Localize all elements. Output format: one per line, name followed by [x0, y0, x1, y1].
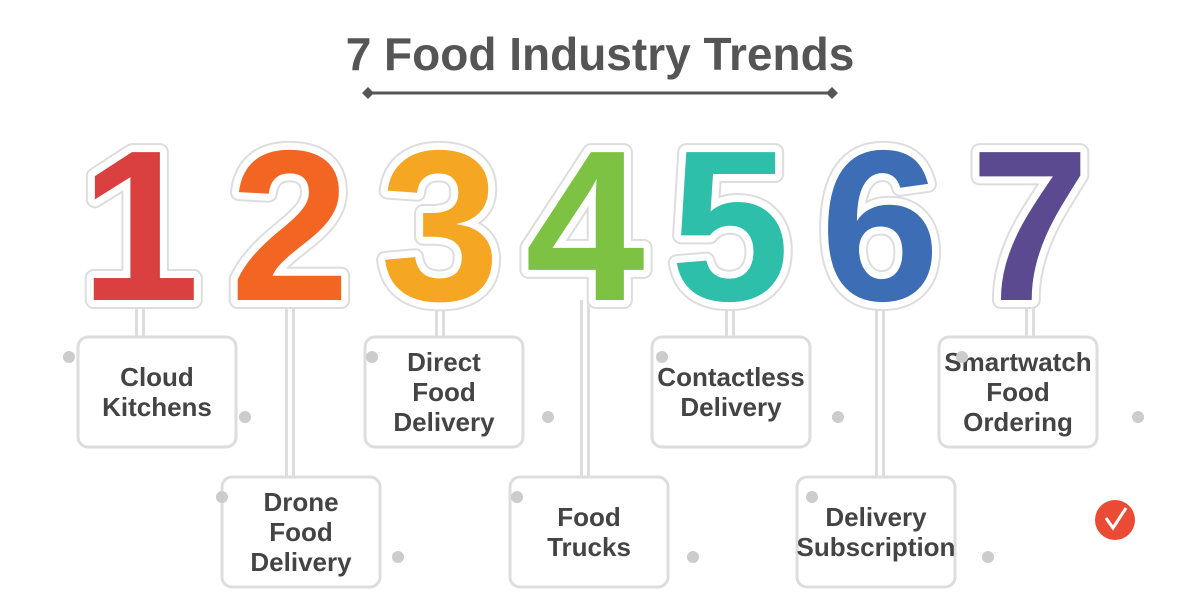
digit-outline: 7 [970, 105, 1090, 346]
digit-outline: 1 [80, 105, 200, 346]
dot [656, 351, 668, 363]
dot [366, 351, 378, 363]
label-line: Ordering [963, 407, 1073, 437]
dot [1132, 411, 1144, 423]
label-box [795, 475, 957, 589]
label-line: Direct [407, 347, 481, 377]
digit: 2 [230, 105, 350, 346]
title: 7 Food Industry Trends [346, 28, 855, 80]
label-line: Delivery [250, 547, 352, 577]
label-box [937, 335, 1099, 449]
label-line: Delivery [825, 502, 927, 532]
digit-outline: 5 [670, 105, 790, 346]
dot [239, 411, 251, 423]
label-line: Food [412, 377, 476, 407]
label-line: Food [986, 377, 1050, 407]
label-line: Delivery [680, 392, 782, 422]
digit: 7 [970, 105, 1090, 346]
dot [982, 551, 994, 563]
digit: 6 [820, 105, 940, 346]
dot [832, 411, 844, 423]
label-line: Cloud [120, 362, 194, 392]
dot [511, 491, 523, 503]
label-line: Contactless [657, 362, 804, 392]
label-line: Trucks [547, 532, 631, 562]
dot [542, 411, 554, 423]
dot [956, 351, 968, 363]
label-box [650, 335, 812, 449]
logo [1095, 500, 1135, 540]
digit: 1 [80, 105, 200, 346]
label-line: Food [269, 517, 333, 547]
label-line: Subscription [797, 532, 956, 562]
label-box [508, 475, 670, 589]
label-line: Drone [263, 487, 338, 517]
digit: 3 [380, 105, 500, 346]
digit-outline: 3 [380, 105, 500, 346]
digit: 4 [525, 105, 645, 346]
dot [687, 551, 699, 563]
dot [806, 491, 818, 503]
dot [392, 551, 404, 563]
digit-outline: 6 [820, 105, 940, 346]
label-line: Smartwatch [944, 347, 1091, 377]
label-line: Delivery [393, 407, 495, 437]
label-line: Food [557, 502, 621, 532]
digit: 5 [670, 105, 790, 346]
label-box [363, 335, 525, 449]
label-box [76, 335, 238, 449]
dot [216, 491, 228, 503]
label-line: Kitchens [102, 392, 212, 422]
label-box [220, 475, 382, 589]
digit-outline: 2 [230, 105, 350, 346]
dot [63, 351, 75, 363]
digit-outline: 4 [525, 105, 645, 346]
title-rule [362, 87, 838, 99]
